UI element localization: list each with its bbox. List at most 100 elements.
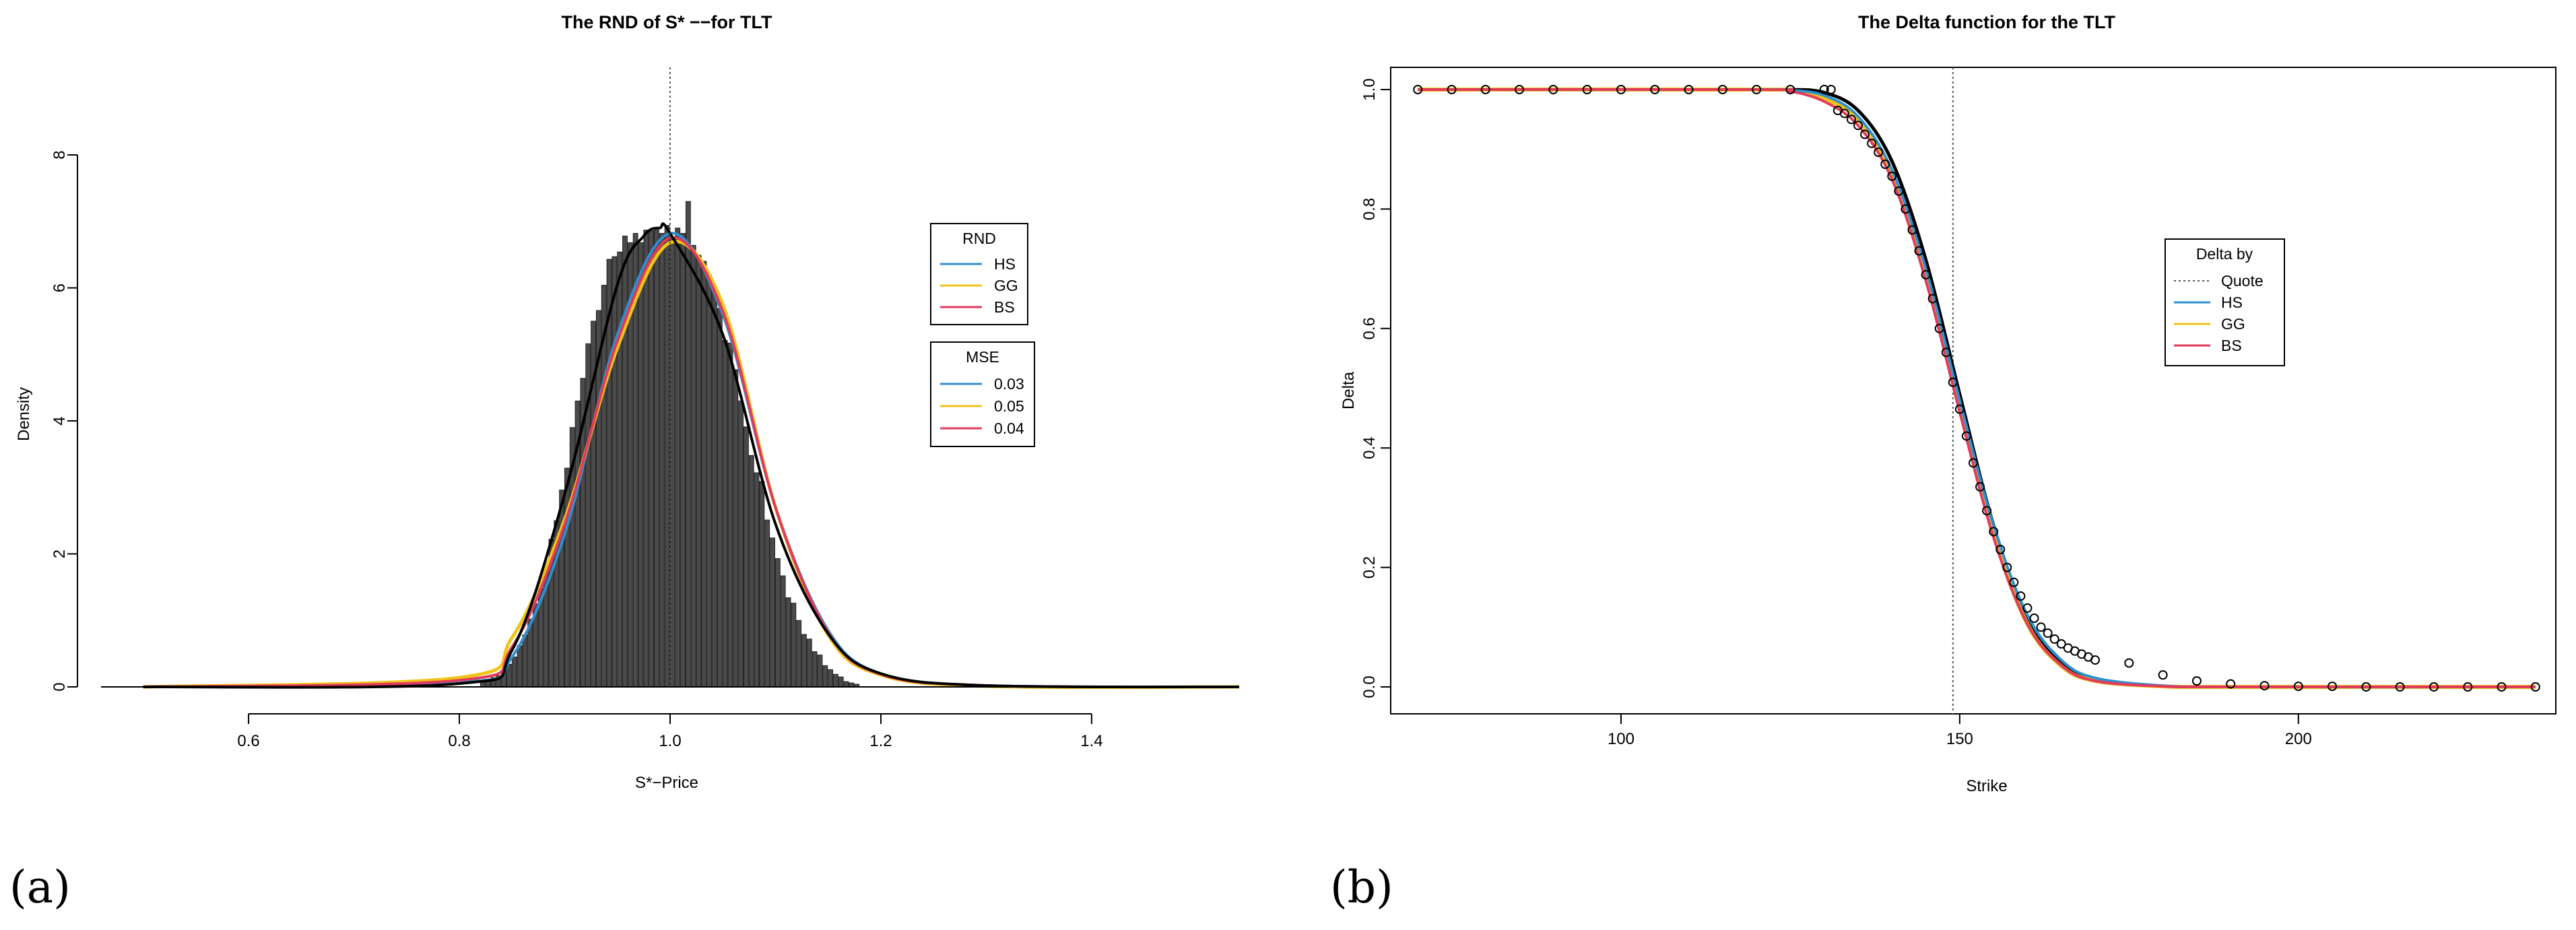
quote-point [2022,603,2033,613]
y-tick-label: 8 [51,150,69,159]
fitted-density-curve [143,222,1240,689]
quote-point [2293,682,2303,692]
panel-b-delta-curves [1418,87,2536,690]
histogram-bar [759,481,765,688]
quote-point [2395,682,2405,692]
legend-rnd-item-bs: BS [994,298,1015,316]
panel-b-x-axis-label: Strike [1966,777,2007,795]
y-tick-label: 0.4 [1360,437,1379,459]
histogram-bar [712,291,717,688]
x-tick-label: 1.2 [869,732,892,750]
legend-delta-item-bs: BS [2221,337,2242,354]
quote-point [2056,639,2066,649]
histogram-bar [780,575,786,688]
quote-point [2158,670,2168,680]
quote-point [1914,246,1924,256]
histogram-bar [843,681,849,688]
histogram-bar [748,455,754,688]
y-tick-label: 0.0 [1360,675,1379,698]
panel-a-chart: The RND of S* −−for TLT 0.6 0.8 1.0 1.2 1.4 … [9,12,1240,913]
histogram-bar [744,426,749,688]
quote-point [2124,658,2134,668]
histogram-bar [727,342,733,688]
quote-point [1515,85,1525,94]
quote-point [1752,85,1762,94]
quote-point [2009,577,2019,587]
histogram-bar [833,673,838,688]
histogram-bar [696,255,702,688]
quote-point [1961,431,1971,441]
panel-b-legend: Delta by Quote HS GG BS [2165,238,2285,366]
legend-delta-item-hs: HS [2221,294,2243,311]
quote-point [1887,171,1897,181]
quote-point [1989,527,1999,537]
histogram-bar [770,537,775,688]
histogram-bar [480,682,486,688]
quote-point [2002,562,2012,572]
histogram-bar [785,597,791,688]
y-tick-label: 4 [51,416,69,425]
quote-point [2090,655,2101,665]
quote-point [1819,85,1829,94]
histogram-bar [706,275,713,688]
y-tick-label: 0 [51,682,69,691]
panel-a-y-axis-label: Density [15,387,33,441]
histogram-bar [617,251,623,688]
panel-b-x-axis: 100 150 200 [1608,714,2312,748]
quote-point [1901,204,1911,214]
quote-point [1894,186,1904,196]
histogram-bar [774,558,781,688]
quote-point [2361,682,2371,692]
x-tick-label: 200 [2285,730,2312,748]
legend-mse-item-gg: 0.05 [994,397,1024,415]
y-tick-label: 0.2 [1360,556,1379,578]
y-tick-label: 6 [51,284,69,292]
quote-point [1684,85,1694,94]
histogram-bar [649,230,655,688]
quote-point [2497,682,2507,692]
quote-point [1447,85,1457,94]
histogram-bar [685,201,691,688]
histogram-bar [675,228,681,688]
bs-delta-curve [1418,88,2536,689]
legend-mse-item-bs: 0.04 [994,420,1024,437]
quote-point [1650,85,1660,94]
quote-point [1927,294,1938,304]
y-tick-label: 0.6 [1360,317,1379,339]
histogram-bar [659,233,665,688]
histogram-bar [690,244,696,688]
panel-a-density-curves [143,222,1240,690]
panel-b-title: The Delta function for the TLT [1858,12,2115,32]
panel-a-x-axis-label: S*−Price [635,774,698,792]
panel-b-label: (b) [1330,861,1393,913]
quote-point [1826,85,1836,94]
quote-point [1880,159,1890,169]
gg-delta-curve [1418,87,2536,690]
quote-point [1480,85,1490,94]
quote-point [1846,114,1856,125]
x-tick-label: 0.6 [237,732,259,750]
histogram-bar [612,256,618,688]
histogram-bar [511,657,517,688]
x-tick-label: 100 [1608,730,1634,748]
histogram-bar [717,308,723,688]
histogram-bar [822,665,828,688]
x-tick-label: 0.8 [448,732,470,750]
panel-a-legend-mse: MSE 0.03 0.05 0.04 [930,341,1035,447]
histogram-bar [738,400,744,688]
histogram-bar [764,519,770,688]
panel-a-x-axis: 0.6 0.8 1.0 1.2 1.4 [101,686,1239,750]
legend-mse-title: MSE [966,348,999,366]
histogram-bar [643,230,649,688]
histogram-bar [654,230,659,688]
histogram-bar [669,238,675,688]
quote-point [1995,544,2006,554]
histogram-bar [664,225,670,688]
panel-a-title: The RND of S* −−for TLT [561,12,772,32]
quote-point [2429,682,2439,692]
legend-mse-item-hs: 0.03 [994,375,1024,393]
legend-delta-item-quote: Quote [2221,272,2264,290]
panel-b-quote-points [1413,85,2540,692]
quote-point [2036,622,2046,632]
quote-point [1948,377,1958,387]
